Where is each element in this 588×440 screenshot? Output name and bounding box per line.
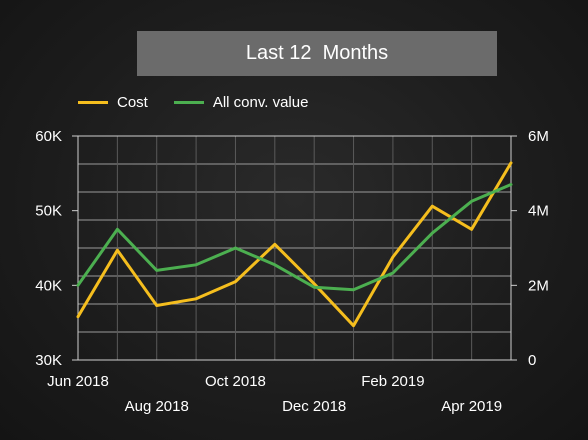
legend-item-cost[interactable]: Cost xyxy=(78,94,148,111)
series-line-conv xyxy=(76,183,513,292)
left-axis-tick-label: 30K xyxy=(35,352,62,369)
right-axis-tick-label: 0 xyxy=(528,352,536,369)
x-axis-tick-label: Oct 2018 xyxy=(205,373,266,390)
right-axis-tick-label: 6M xyxy=(528,128,549,145)
chart-title: Last 12 Months xyxy=(137,31,497,76)
legend-swatch-conv xyxy=(173,100,204,104)
right-axis-tick-label: 4M xyxy=(528,203,549,220)
right-axis-tick-label: 2M xyxy=(528,277,549,294)
legend-swatch-cost xyxy=(78,100,108,104)
x-axis-tick-label: Aug 2018 xyxy=(125,398,189,415)
legend-item-conv[interactable]: All conv. value xyxy=(173,93,309,111)
left-axis-tick-label: 50K xyxy=(35,203,62,220)
series-line-cost xyxy=(76,161,513,328)
legend-label-conv: All conv. value xyxy=(212,93,309,111)
x-axis-tick-label: Jun 2018 xyxy=(47,373,109,390)
left-axis-tick-label: 40K xyxy=(35,277,62,294)
x-axis-tick-label: Apr 2019 xyxy=(441,398,502,415)
x-axis-tick-label: Feb 2019 xyxy=(361,373,424,390)
legend-label-cost: Cost xyxy=(117,93,148,111)
x-axis-tick-label: Dec 2018 xyxy=(282,398,346,415)
left-axis-tick-label: 60K xyxy=(35,128,62,145)
legend: Cost All conv. value xyxy=(78,92,334,112)
